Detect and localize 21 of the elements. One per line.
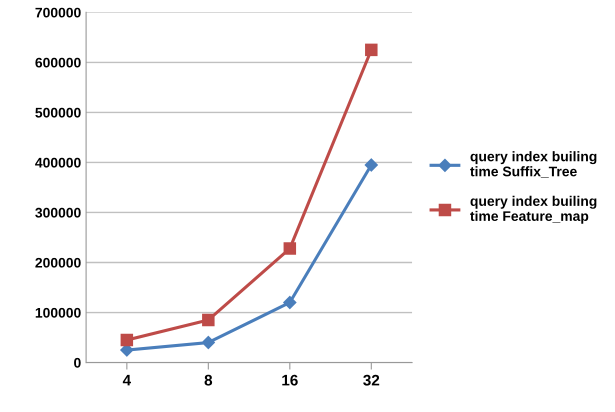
y-tick-label: 200000 [35, 258, 81, 268]
legend-label: query index builing time Feature_map [470, 196, 596, 224]
y-tick-label: 400000 [35, 158, 81, 168]
y-tick-label: 0 [74, 358, 81, 368]
point [202, 336, 215, 350]
x-tick-label: 32 [363, 374, 380, 386]
y-tick-label: 100000 [36, 308, 81, 318]
y-tick-label: 500000 [35, 108, 81, 118]
y-tick-label: 600000 [35, 58, 81, 68]
point [364, 158, 378, 172]
point [284, 242, 296, 255]
point [365, 44, 378, 56]
y-tick-label: 700000 [35, 8, 81, 18]
point [202, 314, 215, 326]
point [120, 334, 134, 346]
point [283, 296, 296, 310]
x-tick-label: 8 [204, 374, 212, 386]
x-tick-label: 4 [122, 374, 132, 386]
y-tick-label: 300000 [35, 208, 81, 218]
x-tick-label: 16 [282, 374, 298, 386]
legend-label: query index builing time Suffix_Tree [470, 151, 596, 178]
